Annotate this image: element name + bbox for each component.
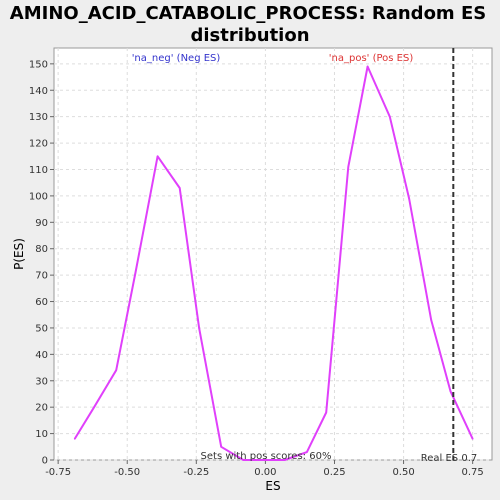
series-point (115, 369, 117, 372)
x-axis-label: ES (265, 479, 280, 493)
x-tick-label: 0.75 (462, 467, 484, 478)
y-tick-label: 30 (35, 376, 48, 387)
x-tick-label: 0.50 (392, 467, 414, 478)
series-point (306, 451, 308, 453)
series-point (156, 155, 159, 158)
y-tick-label: 60 (35, 297, 48, 308)
real-es-label: Real ES 0.7 (421, 453, 477, 464)
sets-with-pos-scores-label: Sets with pos scores: 60% (201, 451, 332, 462)
series-point (242, 459, 245, 461)
es-distribution-series-line (73, 65, 474, 461)
plot-area (53, 47, 493, 461)
series-point (408, 197, 410, 200)
y-tick-label: 70 (35, 271, 48, 282)
pos-es-label: 'na_pos' (Pos ES) (329, 53, 414, 64)
series-point (325, 411, 327, 414)
x-tick-label: -0.50 (114, 467, 140, 478)
axis-layer: 0 10 20 30 40 50 60 70 80 90 100 110 120 130 140 150 -0.… (29, 59, 484, 478)
x-tick-label: -0.75 (45, 467, 71, 478)
series-point (93, 406, 95, 408)
y-tick-label: 80 (35, 244, 48, 255)
chart-title-line1: AMINO_ACID_CATABOLIC_PROCESS: Random ES (10, 3, 486, 24)
series-layer (73, 65, 474, 461)
series-point (471, 438, 474, 440)
chart-title-line2: distribution (190, 25, 309, 46)
series-point (220, 445, 222, 448)
y-tick-label: 140 (29, 86, 48, 97)
y-tick-label: 130 (29, 112, 48, 123)
series-point (388, 115, 391, 118)
y-tick-label: 100 (29, 191, 48, 202)
y-tick-label: 110 (29, 165, 48, 176)
series-point (430, 319, 433, 321)
y-tick-label: 50 (35, 323, 48, 334)
grid-layer (54, 48, 492, 461)
series-point (347, 166, 350, 168)
series-point (283, 459, 286, 461)
y-tick-label: 10 (35, 429, 48, 440)
series-point (449, 390, 452, 393)
series-point (73, 438, 76, 440)
x-tick-label: -0.25 (183, 467, 209, 478)
series-point (178, 187, 181, 189)
series-point (264, 459, 267, 461)
y-axis-label: P(ES) (12, 238, 26, 270)
series-point (366, 65, 369, 68)
series-point (198, 327, 200, 329)
x-tick-label: 0.00 (254, 467, 276, 478)
series-point (134, 271, 137, 274)
y-tick-label: 40 (35, 350, 48, 361)
y-tick-label: 90 (35, 218, 48, 229)
y-tick-label: 120 (29, 139, 48, 150)
neg-es-label: 'na_neg' (Neg ES) (132, 53, 221, 64)
y-tick-label: 20 (35, 403, 48, 414)
x-tick-label: 0.25 (323, 467, 345, 478)
y-tick-label: 0 (42, 456, 48, 467)
y-tick-label: 150 (29, 59, 48, 70)
